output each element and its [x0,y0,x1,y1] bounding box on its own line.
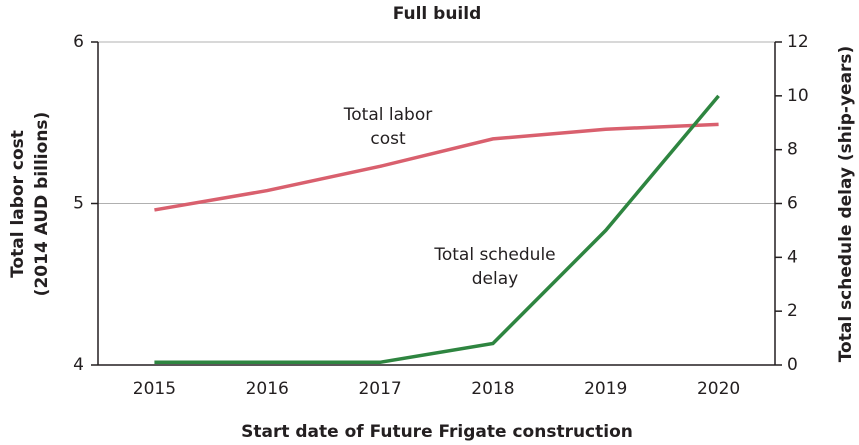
x-tick-label: 2020 [697,379,740,399]
y2-tick-label: 12 [787,32,809,52]
chart-title: Full build [393,4,482,24]
annotation: cost [370,129,406,149]
x-tick-label: 2019 [584,379,627,399]
y-axis-label: (2014 AUD billions) [32,112,52,297]
y-axis-label: Total labor cost [8,130,28,278]
x-tick-label: 2016 [246,379,289,399]
annotation: Total schedule [433,245,555,265]
x-axis-label: Start date of Future Frigate constructio… [241,422,633,442]
y-tick-label: 6 [73,32,84,52]
x-tick-label: 2018 [471,379,514,399]
y2-axis-label: Total schedule delay (ship-years) [836,46,856,363]
y2-tick-label: 6 [787,194,798,214]
y-tick-label: 4 [73,355,84,375]
annotation: Total labor [343,105,432,125]
annotation: delay [472,269,518,289]
y2-tick-label: 8 [787,140,798,160]
y-tick-label: 5 [73,194,84,214]
y2-tick-label: 4 [787,247,798,267]
x-tick-label: 2017 [358,379,401,399]
series-line [154,94,720,365]
x-tick-label: 2015 [133,379,176,399]
y2-tick-label: 2 [787,301,798,321]
y2-tick-label: 10 [787,86,809,106]
y2-tick-label: 0 [787,355,798,375]
series-line [154,122,719,212]
